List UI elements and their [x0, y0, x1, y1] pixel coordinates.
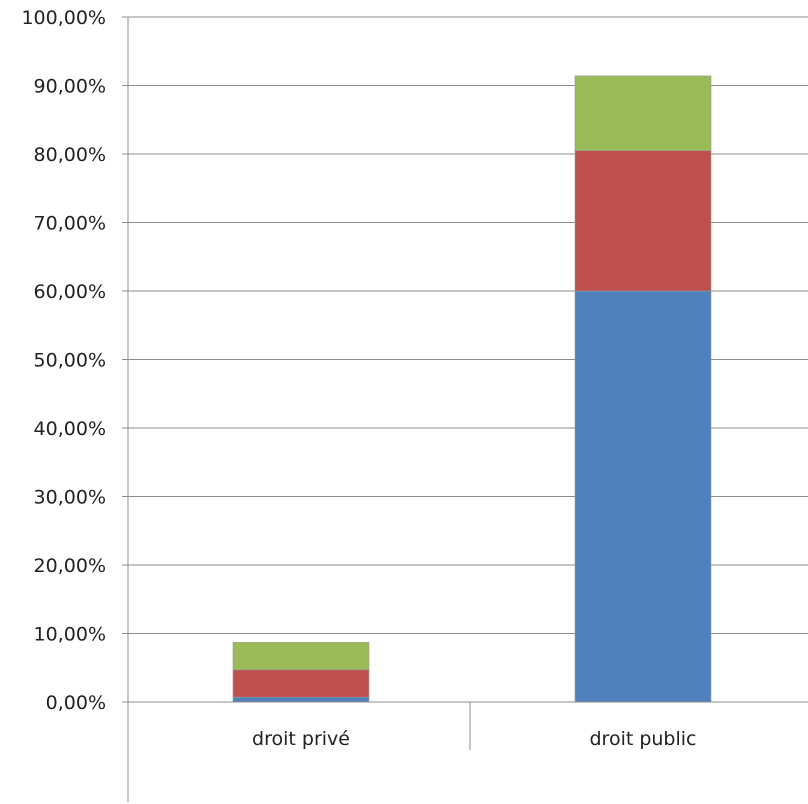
x-category-label-1: droit public — [589, 728, 696, 750]
y-tick-label-6: 60,00% — [34, 281, 106, 303]
bar-1-segment-1 — [574, 150, 712, 292]
axes — [122, 16, 808, 802]
x-category-label-0: droit privé — [252, 728, 350, 750]
bar-1-segment-0 — [574, 290, 712, 703]
bar-0-segment-2 — [232, 642, 370, 671]
y-tick-label-1: 10,00% — [34, 624, 106, 646]
x-category-labels: droit privé droit public — [252, 728, 696, 750]
bars — [232, 75, 712, 703]
y-tick-labels: 0,00% 10,00% 20,00% 30,00% 40,00% 50,00% 60,00… — [21, 7, 106, 714]
y-tick-label-5: 50,00% — [34, 350, 106, 372]
y-tick-label-0: 0,00% — [46, 692, 106, 714]
bar-0-segment-0 — [232, 696, 370, 703]
y-tick-label-9: 90,00% — [34, 76, 106, 98]
bar-0-segment-1 — [232, 669, 370, 698]
y-tick-label-2: 20,00% — [34, 555, 106, 577]
y-tick-label-8: 80,00% — [34, 144, 106, 166]
y-tick-label-7: 70,00% — [34, 213, 106, 235]
y-tick-label-4: 40,00% — [34, 418, 106, 440]
y-tick-label-3: 30,00% — [34, 487, 106, 509]
y-tick-label-10: 100,00% — [21, 7, 106, 29]
gridlines — [128, 16, 808, 634]
bar-1-segment-2 — [574, 75, 712, 151]
